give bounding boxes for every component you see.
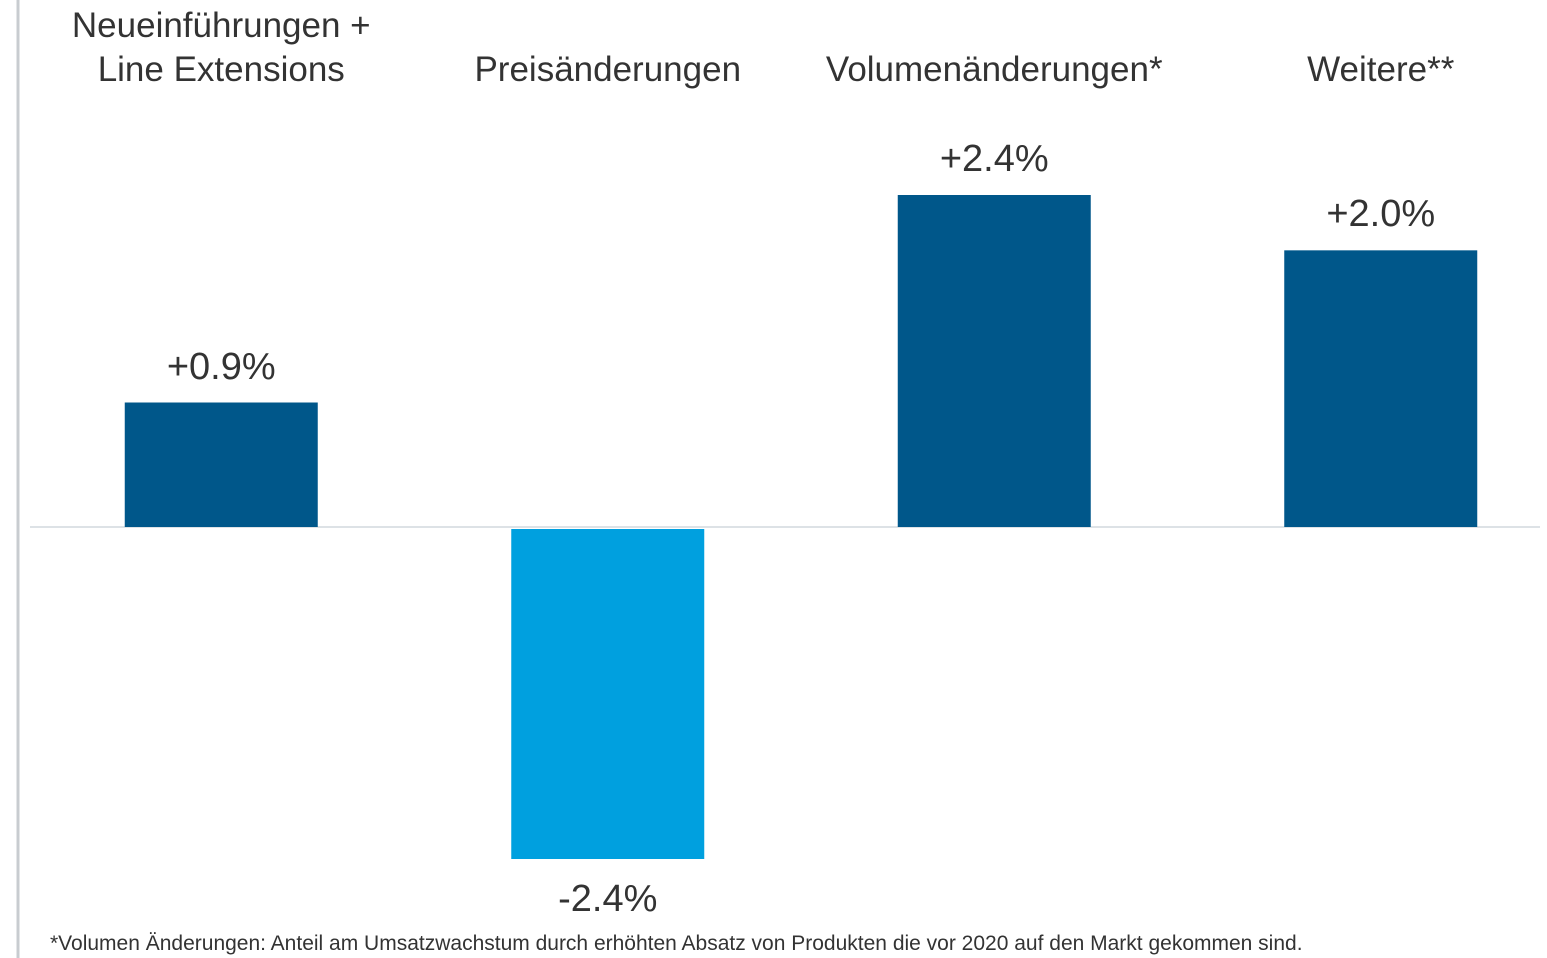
bar	[897, 195, 1091, 527]
category-label: Weitere**	[1307, 50, 1455, 89]
bar	[511, 529, 705, 859]
category-label: Volumenänderungen*	[825, 50, 1163, 89]
bar	[124, 402, 318, 527]
value-label: +2.0%	[1326, 193, 1436, 236]
footnote: *Volumen Änderungen: Anteil am Umsatzwac…	[50, 932, 1303, 955]
value-label: -2.4%	[558, 878, 658, 920]
category-label: Neueinführungen + Line Extensions	[71, 6, 371, 89]
value-label: +0.9%	[166, 345, 276, 388]
value-label: +2.4%	[939, 138, 1049, 180]
bar	[1284, 250, 1478, 528]
category-label: Preisänderungen	[474, 50, 742, 89]
